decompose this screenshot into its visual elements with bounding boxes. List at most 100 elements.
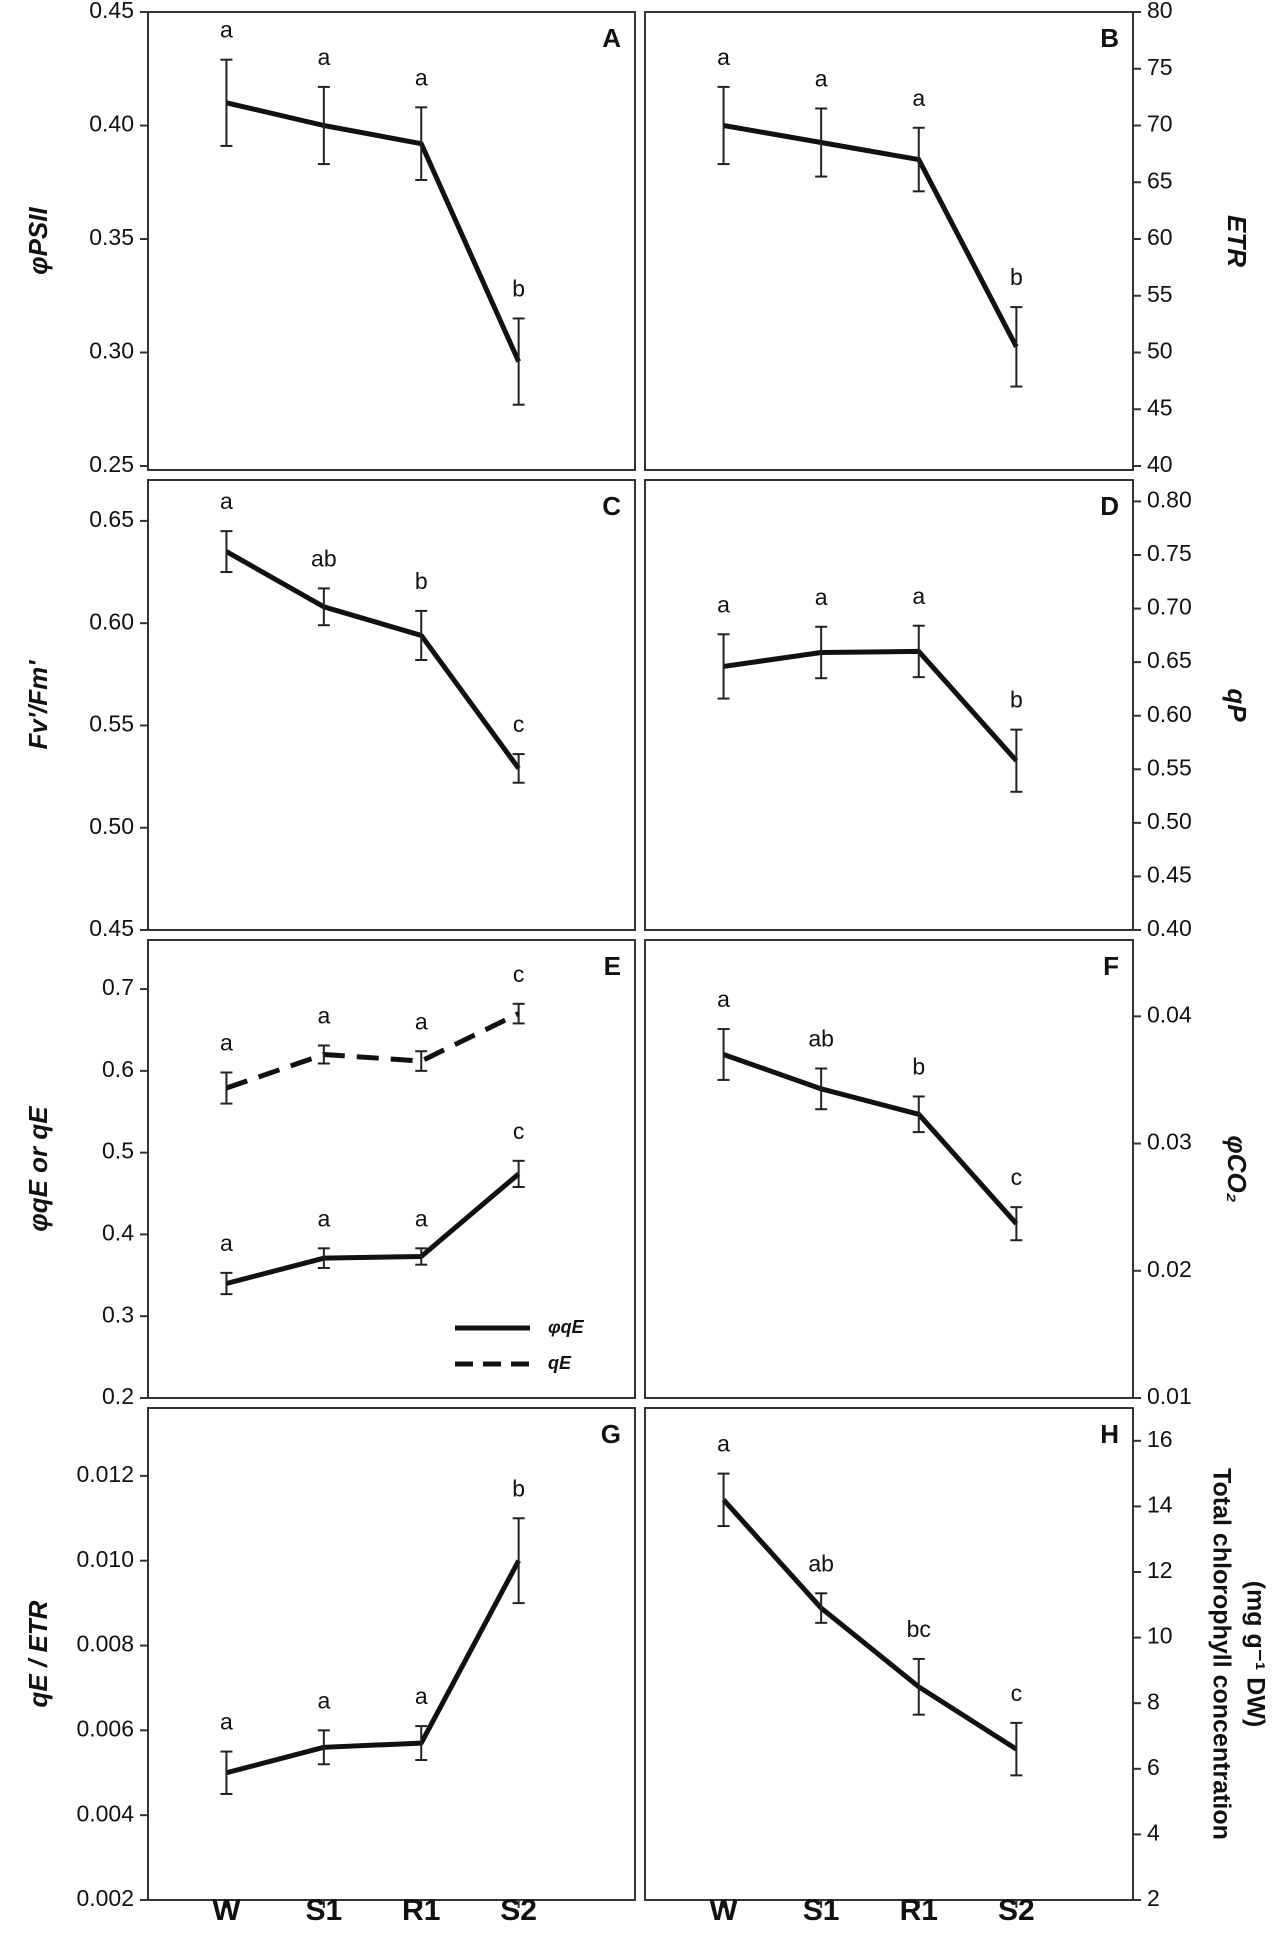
panel-e: E 0.2 0.3 0.4 0.5 0.6 0.7 φqE or qE a a a c a a a c φqE q…	[23, 939, 636, 1409]
y-axis-label: φPSII	[23, 207, 53, 275]
significance-letter: b	[1010, 687, 1023, 713]
y-tick-label: 80	[1147, 0, 1173, 23]
panel-frame	[644, 939, 1134, 1399]
series-line	[225, 549, 521, 770]
significance-letter: b	[415, 568, 428, 594]
x-tick-label: S1	[803, 1894, 840, 1927]
series-line	[723, 123, 1019, 348]
significance-letter: a	[317, 44, 330, 70]
panel-frame	[644, 11, 1134, 471]
y-axis-label: ETR	[1222, 215, 1252, 267]
significance-letter: c	[513, 1118, 525, 1144]
panel-letter: A	[602, 23, 621, 53]
y-tick-label: 16	[1147, 1426, 1173, 1452]
y-tick-label: 60	[1147, 224, 1173, 250]
significance-letter: bc	[907, 1616, 931, 1642]
y-tick-label: 0.65	[1147, 647, 1192, 673]
y-tick-label: 0.002	[76, 1885, 134, 1911]
y-tick-label: 0.008	[76, 1631, 134, 1657]
y-tick-label: 0.03	[1147, 1129, 1192, 1155]
significance-letter: a	[717, 1431, 730, 1457]
y-tick-label: 0.30	[89, 338, 134, 364]
y-tick-label: 14	[1147, 1491, 1173, 1517]
significance-letter: a	[415, 64, 428, 90]
y-tick-label: 4	[1147, 1819, 1160, 1845]
y-axis-label: φCO₂	[1222, 1135, 1252, 1202]
significance-letter: b	[1010, 264, 1023, 290]
significance-letter: a	[717, 44, 730, 70]
y-tick-label: 0.40	[89, 111, 134, 137]
y-tick-label: 12	[1147, 1557, 1173, 1583]
series-line	[225, 1559, 521, 1776]
panel-letter: F	[1103, 951, 1119, 981]
panel-letter: B	[1100, 23, 1119, 53]
panel-letter: C	[602, 491, 621, 521]
y-tick-label: 0.5	[102, 1138, 134, 1164]
y-tick-label: 0.7	[102, 974, 134, 1000]
significance-letter: a	[717, 591, 730, 617]
panel-a: A 0.25 0.30 0.35 0.40 0.45 φPSII a a a b	[23, 0, 636, 477]
legend-label: qE	[548, 1353, 572, 1373]
y-tick-label: 0.65	[89, 506, 134, 532]
significance-letter: a	[415, 1683, 428, 1709]
panel-frame	[147, 1407, 636, 1901]
x-tick-label: R1	[900, 1894, 938, 1927]
panel-b: B 40 45 50 55 60 65 70 75 80 ETR a a a b	[644, 0, 1252, 477]
significance-letter: a	[815, 66, 828, 92]
panel-c: C 0.45 0.50 0.55 0.60 0.65 Fv'/Fm' a ab b c	[23, 479, 636, 941]
y-tick-label: 0.45	[1147, 862, 1192, 888]
y-tick-label: 0.012	[76, 1461, 134, 1487]
y-tick-label: 0.55	[89, 711, 134, 737]
significance-letter: c	[513, 711, 525, 737]
panel-frame	[147, 11, 636, 471]
significance-letter: c	[1011, 1164, 1023, 1190]
significance-letter: a	[220, 1709, 233, 1735]
x-tick-label: R1	[402, 1894, 440, 1927]
y-tick-label: 0.04	[1147, 1001, 1192, 1027]
x-tick-label: W	[709, 1894, 738, 1927]
series-line	[722, 1052, 1019, 1226]
y-tick-label: 40	[1147, 451, 1173, 477]
panel-frame	[147, 939, 636, 1399]
x-tick-label: S2	[998, 1894, 1035, 1927]
y-axis-label: φqE or qE	[23, 1106, 53, 1232]
significance-letter: a	[415, 1205, 428, 1231]
y-tick-label: 0.3	[102, 1301, 134, 1327]
panel-frame	[644, 479, 1134, 931]
series-line	[225, 100, 521, 363]
significance-letter: a	[317, 1687, 330, 1713]
significance-letter: a	[220, 17, 233, 43]
y-tick-label: 0.004	[76, 1800, 134, 1826]
panel-letter: D	[1100, 491, 1119, 521]
y-tick-label: 45	[1147, 394, 1173, 420]
y-tick-label: 0.2	[102, 1383, 134, 1409]
y-axis-label: Fv'/Fm'	[23, 660, 53, 750]
y-tick-label: 0.45	[89, 915, 134, 941]
y-axis-label: (mg g⁻¹ DW)	[1241, 1581, 1269, 1727]
x-tick-label: S1	[305, 1894, 342, 1927]
x-tick-label: S2	[500, 1894, 537, 1927]
y-tick-label: 0.50	[89, 813, 134, 839]
y-tick-label: 0.80	[1147, 487, 1192, 513]
y-tick-label: 0.60	[89, 608, 134, 634]
significance-letter: a	[220, 1030, 233, 1056]
y-tick-label: 0.40	[1147, 915, 1192, 941]
series-line	[225, 1011, 520, 1091]
significance-letter: b	[512, 276, 525, 302]
y-tick-label: 0.75	[1147, 540, 1192, 566]
y-tick-label: 0.35	[89, 224, 134, 250]
significance-letter: b	[912, 1054, 925, 1080]
series-line	[721, 1498, 1018, 1752]
y-tick-label: 0.010	[76, 1546, 134, 1572]
y-tick-label: 70	[1147, 111, 1173, 137]
panel-letter: E	[604, 951, 621, 981]
panel-letter: H	[1100, 1419, 1119, 1449]
panel-frame	[147, 479, 636, 931]
y-tick-label: 0.50	[1147, 808, 1192, 834]
x-tick-label: W	[212, 1894, 241, 1927]
panel-g: G 0.002 0.004 0.006 0.008 0.010 0.012 qE / ETR a…	[23, 1407, 636, 1927]
y-tick-label: 10	[1147, 1623, 1173, 1649]
panel-f: F 0.01 0.02 0.03 0.04 φCO₂ a ab b c	[644, 939, 1252, 1409]
legend-label: φqE	[548, 1317, 585, 1337]
